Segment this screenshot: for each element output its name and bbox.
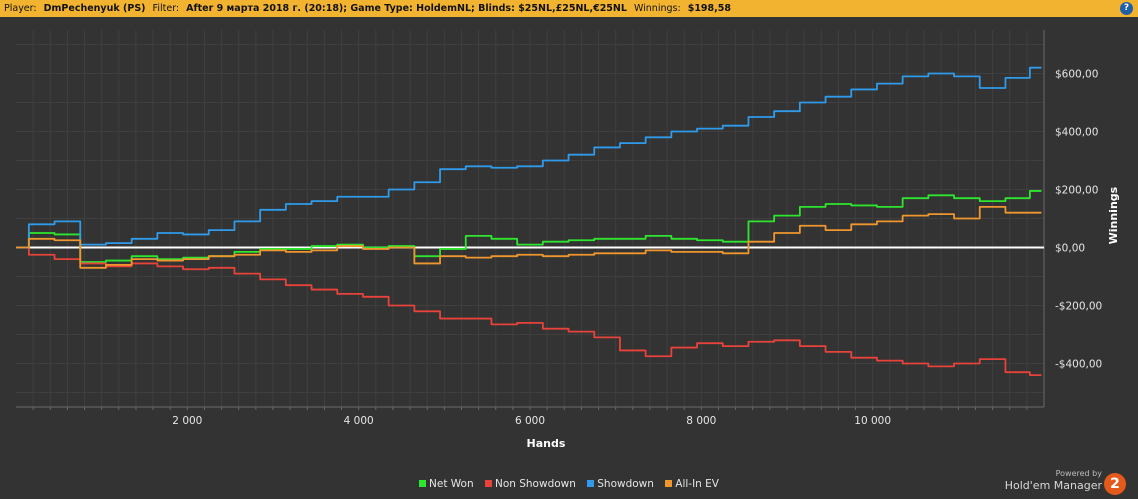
legend-swatch-non-showdown (484, 480, 492, 487)
help-icon[interactable]: ? (1120, 2, 1133, 15)
x-tick-label: 8 000 (686, 415, 716, 427)
series-net-won (16, 190, 1042, 263)
x-tick-label: 6 000 (515, 415, 545, 427)
legend-item-all-in-ev[interactable]: All-In EV (665, 478, 719, 490)
x-tick-label: 4 000 (344, 415, 374, 427)
legend-swatch-all-in-ev (665, 480, 673, 487)
legend-label-showdown: Showdown (597, 478, 654, 490)
legend-item-net-won[interactable]: Net Won (419, 478, 474, 490)
legend-swatch-net-won (419, 480, 426, 487)
y-tick-label: $600,00 (1055, 69, 1098, 81)
legend-label-non-showdown: Non Showdown (494, 478, 576, 490)
series-non-showdown (16, 246, 1042, 376)
y-tick-label: -$200,00 (1055, 301, 1102, 313)
legend-item-showdown[interactable]: Showdown (587, 478, 654, 490)
branding: Powered by Hold'em Manager (1005, 469, 1102, 492)
filter-value: After 9 марта 2018 г. (20:18); Game Type… (186, 3, 627, 14)
product-name: Hold'em Manager (1004, 479, 1102, 492)
chart-legend: Net Won Non Showdown Showdown All-In EV (0, 478, 1138, 490)
filter-bar: Player: DmPechenyuk (PS) Filter: After 9… (0, 0, 1138, 17)
series-all-in-ev (16, 206, 1042, 269)
y-tick-label: -$400,00 (1055, 359, 1102, 371)
y-tick-label: $400,00 (1055, 127, 1098, 139)
x-tick-label: 10 000 (854, 415, 891, 427)
legend-label-net-won: Net Won (429, 478, 474, 490)
y-tick-label: $200,00 (1055, 185, 1098, 197)
x-axis-title: Hands (527, 437, 566, 450)
winnings-value: $198,58 (687, 3, 731, 14)
y-tick-label: $0,00 (1055, 243, 1085, 255)
legend-item-non-showdown[interactable]: Non Showdown (484, 478, 576, 490)
legend-swatch-showdown (587, 480, 595, 487)
filter-label: Filter: (152, 3, 180, 14)
player-value: DmPechenyuk (PS) (43, 3, 146, 14)
player-label: Player: (4, 3, 37, 14)
y-axis-title: Winnings (1107, 186, 1120, 244)
series-showdown (16, 66, 1042, 249)
winnings-label: Winnings: (633, 3, 681, 14)
x-tick-label: 2 000 (172, 415, 202, 427)
hm2-logo-icon: 2 (1104, 473, 1126, 495)
powered-by-text: Powered by (1055, 469, 1102, 478)
legend-label-all-in-ev: All-In EV (675, 478, 719, 490)
